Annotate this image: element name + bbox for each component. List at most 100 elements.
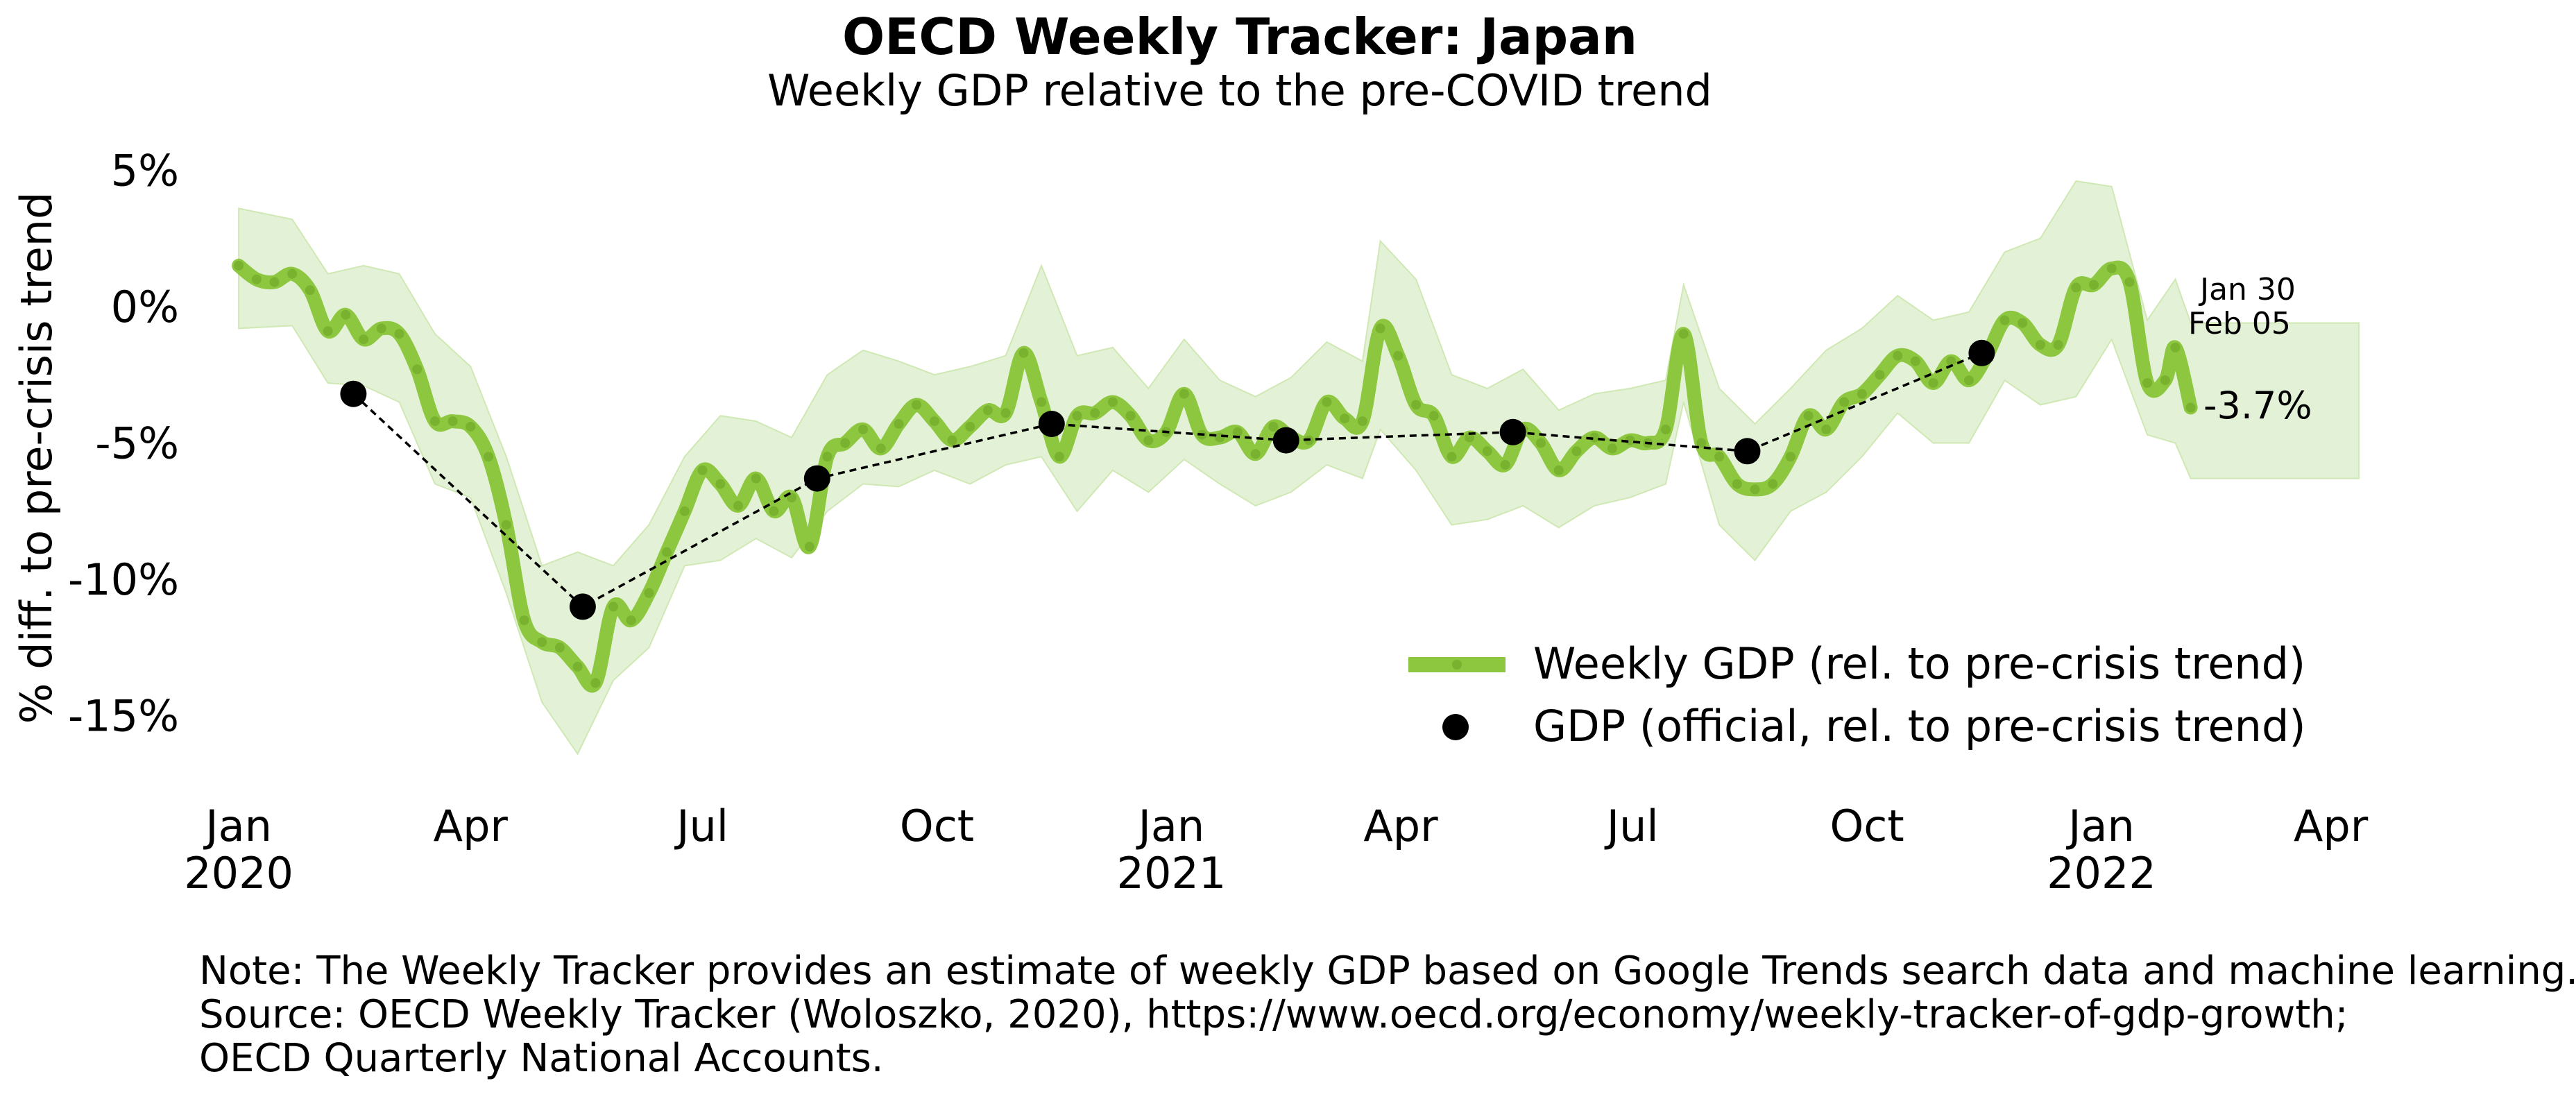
y-tick-label-1: 0% bbox=[111, 282, 179, 332]
weekly-point-11 bbox=[429, 416, 440, 427]
weekly-point-62 bbox=[1340, 414, 1350, 424]
x-tick-label-2: Jul bbox=[674, 801, 728, 851]
annotation-jan30: Jan 30 bbox=[2198, 272, 2296, 307]
weekly-point-94 bbox=[1910, 356, 1920, 366]
weekly-point-70 bbox=[1482, 446, 1492, 457]
weekly-point-68 bbox=[1447, 452, 1457, 462]
x-tick-label-7: Oct bbox=[1829, 801, 1904, 851]
note-line-2: Source: OECD Weekly Tracker (Woloszko, 2… bbox=[199, 992, 2348, 1037]
weekly-point-88 bbox=[1803, 411, 1814, 421]
weekly-point-45 bbox=[1037, 397, 1047, 407]
weekly-point-18 bbox=[554, 642, 565, 653]
weekly-point-64 bbox=[1375, 323, 1385, 334]
weekly-point-16 bbox=[519, 615, 529, 626]
weekly-point-32 bbox=[804, 541, 814, 552]
weekly-point-21 bbox=[608, 602, 618, 612]
weekly-point-109 bbox=[2170, 342, 2181, 352]
official-gdp-point-4 bbox=[1272, 427, 1299, 454]
annotation-feb05: Feb 05 bbox=[2188, 306, 2291, 341]
weekly-point-92 bbox=[1875, 370, 1885, 380]
weekly-point-75 bbox=[1571, 446, 1582, 457]
weekly-point-57 bbox=[1250, 449, 1261, 459]
weekly-point-61 bbox=[1322, 397, 1332, 407]
weekly-point-73 bbox=[1536, 438, 1546, 448]
weekly-point-66 bbox=[1411, 400, 1421, 410]
weekly-point-95 bbox=[1928, 378, 1938, 388]
weekly-point-96 bbox=[1946, 356, 1956, 366]
weekly-point-80 bbox=[1660, 424, 1671, 434]
weekly-point-47 bbox=[1072, 411, 1082, 421]
y-axis-label: % diff. to pre-crisis trend bbox=[11, 192, 62, 724]
weekly-point-38 bbox=[912, 400, 922, 410]
weekly-point-86 bbox=[1768, 479, 1778, 489]
weekly-point-29 bbox=[751, 473, 761, 484]
weekly-point-4 bbox=[305, 285, 315, 296]
note-line-3: OECD Quarterly National Accounts. bbox=[199, 1036, 884, 1081]
chart-subtitle: Weekly GDP relative to the pre-COVID tre… bbox=[767, 65, 1712, 116]
weekly-point-17 bbox=[537, 637, 547, 647]
weekly-point-69 bbox=[1465, 432, 1475, 443]
x-tick-year-8: 2022 bbox=[2047, 848, 2156, 898]
weekly-point-97 bbox=[1964, 375, 1974, 386]
weekly-point-43 bbox=[1000, 408, 1011, 418]
weekly-point-31 bbox=[787, 493, 797, 503]
weekly-point-7 bbox=[359, 334, 369, 345]
weekly-point-15 bbox=[501, 520, 511, 530]
weekly-point-49 bbox=[1107, 397, 1118, 407]
legend-official-label: GDP (official, rel. to pre-crisis trend) bbox=[1533, 701, 2306, 751]
weekly-point-33 bbox=[822, 452, 833, 462]
weekly-point-3 bbox=[287, 269, 298, 279]
y-tick-label-0: 5% bbox=[111, 145, 179, 196]
weekly-point-36 bbox=[876, 443, 886, 454]
x-tick-label-0: Jan bbox=[203, 801, 272, 851]
weekly-point-99 bbox=[1999, 315, 2010, 325]
weekly-point-37 bbox=[894, 419, 904, 429]
weekly-point-108 bbox=[2160, 375, 2170, 386]
official-gdp-point-0 bbox=[340, 380, 367, 407]
weekly-point-100 bbox=[2018, 318, 2028, 328]
x-tick-label-3: Oct bbox=[900, 801, 974, 851]
weekly-point-84 bbox=[1732, 479, 1742, 489]
x-tick-label-5: Apr bbox=[1363, 801, 1438, 851]
weekly-point-106 bbox=[2124, 277, 2135, 287]
legend-official-swatch bbox=[1442, 714, 1469, 740]
weekly-point-5 bbox=[323, 326, 333, 336]
weekly-point-23 bbox=[644, 588, 654, 598]
weekly-point-65 bbox=[1393, 350, 1404, 361]
weekly-point-13 bbox=[466, 421, 476, 432]
y-tick-label-4: -15% bbox=[68, 691, 179, 742]
weekly-point-8 bbox=[376, 323, 386, 334]
weekly-point-30 bbox=[769, 506, 779, 516]
weekly-point-10 bbox=[412, 364, 423, 375]
weekly-point-44 bbox=[1018, 348, 1029, 358]
chart-title: OECD Weekly Tracker: Japan bbox=[842, 8, 1637, 66]
weekly-point-74 bbox=[1553, 465, 1564, 475]
uncertainty-band bbox=[238, 180, 2360, 756]
weekly-point-22 bbox=[626, 615, 636, 626]
weekly-point-89 bbox=[1821, 424, 1832, 434]
weekly-point-40 bbox=[947, 435, 957, 445]
weekly-point-26 bbox=[697, 465, 708, 475]
weekly-point-50 bbox=[1125, 411, 1136, 421]
note-line-1: Note: The Weekly Tracker provides an est… bbox=[199, 948, 2576, 994]
weekly-point-101 bbox=[2035, 340, 2045, 350]
weekly-point-93 bbox=[1893, 350, 1903, 361]
weekly-point-42 bbox=[982, 405, 993, 416]
x-tick-label-8: Jan bbox=[2065, 801, 2135, 851]
weekly-point-77 bbox=[1607, 443, 1617, 454]
legend-weekly-swatch-dot bbox=[1452, 660, 1462, 670]
x-tick-year-0: 2020 bbox=[184, 848, 293, 898]
weekly-point-58 bbox=[1268, 421, 1279, 432]
weekly-point-46 bbox=[1054, 452, 1064, 462]
weekly-point-82 bbox=[1696, 438, 1707, 448]
legend: Weekly GDP (rel. to pre-crisis trend) GD… bbox=[1408, 638, 2306, 751]
weekly-point-83 bbox=[1714, 452, 1725, 462]
chart-note: Note: The Weekly Tracker provides an est… bbox=[199, 949, 2576, 1080]
weekly-point-90 bbox=[1839, 397, 1850, 407]
weekly-point-103 bbox=[2071, 282, 2081, 293]
weekly-point-35 bbox=[858, 424, 868, 434]
weekly-point-85 bbox=[1750, 484, 1760, 495]
weekly-point-20 bbox=[590, 678, 601, 688]
y-tick-label-3: -10% bbox=[68, 554, 179, 605]
